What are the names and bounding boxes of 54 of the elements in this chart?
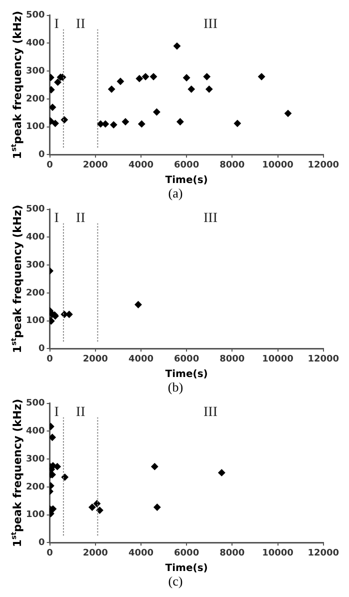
x-axis-title: Time(s)	[165, 368, 208, 380]
y-tick-label: 500	[26, 10, 45, 21]
y-tick-label: 0	[38, 538, 45, 548]
y-tick-label: 400	[26, 232, 45, 243]
x-tick-label: 6000	[174, 354, 200, 364]
x-tick-label: 10000	[262, 354, 294, 364]
x-tick-label: 0	[46, 354, 53, 364]
y-tick-label: 0	[38, 150, 45, 160]
y-tick-label: 200	[26, 94, 45, 104]
y-tick-label: 300	[26, 260, 45, 270]
x-tick-label: 2000	[82, 160, 108, 170]
text: (a)	[168, 186, 183, 201]
x-tick-label: 6000	[174, 160, 200, 170]
y-tick-label: 500	[26, 204, 45, 215]
y-tick-label: 100	[26, 122, 45, 132]
x-tick-label: 12000	[308, 548, 339, 558]
annotation: III	[204, 405, 218, 420]
annotation: I	[54, 211, 60, 226]
y-tick-label: 500	[26, 398, 45, 409]
x-tick-label: 10000	[262, 160, 294, 170]
y-tick-label: 100	[26, 510, 45, 520]
x-tick-label: 4000	[128, 548, 154, 558]
x-axis-title: Time(s)	[165, 562, 208, 574]
x-tick-label: 10000	[262, 548, 294, 558]
y-tick-label: 300	[26, 66, 45, 76]
y-tick-label: 200	[26, 288, 45, 298]
x-tick-label: 4000	[128, 354, 154, 364]
annotation: I	[54, 405, 60, 420]
x-tick-label: 8000	[220, 354, 245, 364]
text: (c)	[168, 574, 183, 589]
y-tick-label: 0	[38, 344, 45, 354]
annotation: III	[204, 17, 218, 32]
x-tick-label: 0	[46, 548, 53, 558]
annotation: I	[54, 17, 60, 32]
x-tick-label: 8000	[220, 160, 245, 170]
annotation: III	[204, 211, 218, 226]
x-tick-label: 0	[46, 160, 53, 170]
y-tick-label: 400	[26, 38, 45, 49]
y-tick-label: 200	[26, 482, 45, 492]
x-tick-label: 6000	[174, 548, 200, 558]
x-tick-label: 2000	[82, 354, 108, 364]
x-tick-label: 8000	[220, 548, 245, 558]
y-tick-label: 300	[26, 454, 45, 464]
annotation: II	[76, 405, 86, 420]
x-tick-label: 12000	[308, 160, 339, 170]
text: (b)	[168, 380, 184, 395]
annotation: II	[76, 17, 86, 32]
y-tick-label: 100	[26, 316, 45, 326]
annotation: II	[76, 211, 86, 226]
x-axis-title: Time(s)	[165, 174, 208, 186]
x-tick-label: 12000	[308, 354, 339, 364]
x-tick-label: 4000	[128, 160, 154, 170]
x-tick-label: 2000	[82, 548, 108, 558]
y-tick-label: 400	[26, 426, 45, 437]
